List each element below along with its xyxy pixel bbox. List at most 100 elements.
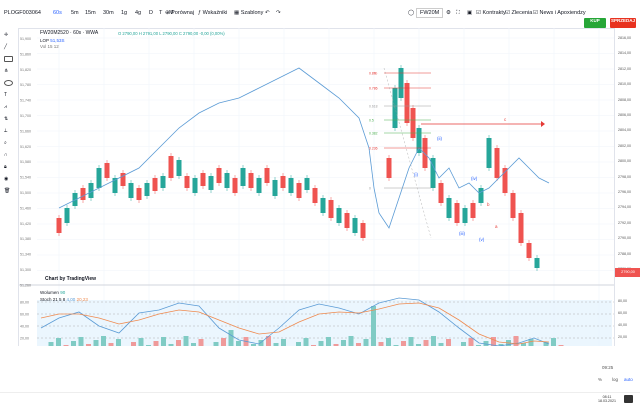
interval-60s[interactable]: 60s <box>53 10 62 16</box>
candle-body <box>494 148 500 178</box>
right-axis-label: 2798,00 <box>618 174 631 179</box>
text-icon[interactable]: T <box>4 92 8 98</box>
interval-1g[interactable]: 1g <box>121 10 128 16</box>
candles-layer <box>56 65 540 271</box>
compare-label: Porównaj <box>171 10 195 16</box>
candle-body <box>478 188 484 203</box>
compare-button[interactable]: ⊕ Porównaj <box>165 10 195 16</box>
interval-4g[interactable]: 4g <box>135 10 142 16</box>
pattern-icon[interactable]: ⩘ <box>4 104 7 110</box>
shape-icon[interactable] <box>4 80 13 86</box>
chart-title-text: FW20M2520 · 60s · WWA <box>40 30 99 36</box>
candle-body <box>304 178 310 190</box>
volume-bar <box>86 344 91 346</box>
volume-bar <box>326 337 331 346</box>
candle-body <box>518 213 524 243</box>
interval-D[interactable]: D <box>149 10 153 16</box>
elliott-wave-labels: (i) (ii) (iii) (iv) (v) a b c <box>414 117 507 242</box>
interval-T[interactable]: T <box>159 10 163 16</box>
candle-body <box>398 68 404 98</box>
volume-bar <box>48 342 54 346</box>
volume-bar <box>303 338 309 346</box>
volume-bar <box>356 343 361 346</box>
volume-bar <box>438 343 444 346</box>
templates-button[interactable]: ▦ Szablony <box>234 10 264 16</box>
volume-bar <box>108 343 114 346</box>
layout-icon[interactable]: ◯ <box>408 10 415 16</box>
candle-body <box>312 188 318 203</box>
taskbar-clock: 08:11 18.03.2021 <box>598 395 616 403</box>
volume-bar <box>101 336 106 346</box>
indicators-button[interactable]: ƒ Wskaźniki <box>198 10 228 16</box>
right-axis-label: 2790,00 <box>618 236 631 241</box>
zoom-icon[interactable]: ⌕ <box>4 140 7 146</box>
camera-icon[interactable]: ▣ <box>467 10 473 16</box>
left-axis-label: 51,700 <box>20 114 31 118</box>
candle-body <box>320 198 326 213</box>
candle-body <box>264 168 270 183</box>
lop-legend: LOP 51,53S <box>40 38 64 43</box>
undo-icon[interactable]: ↶ <box>265 10 270 16</box>
drawing-toolbar: ✛ ╱ ⋔ T ⩘ ⇅ ⟂ ⌕ ∩ 🔒︎ ◉ 🗑︎ <box>0 28 19 346</box>
candle-body <box>486 138 492 168</box>
news-label: News i Apoxiendzy <box>539 10 586 16</box>
interval-15m[interactable]: 15m <box>85 10 96 16</box>
lop-value: 51,53S <box>50 38 65 43</box>
prediction-icon[interactable]: ⇅ <box>4 116 9 122</box>
interval-M[interactable]: M <box>169 10 174 16</box>
measure-icon[interactable]: ⟂ <box>4 128 8 134</box>
sell-button[interactable]: SPRZEDAJ <box>610 18 636 28</box>
vol-legend: Vol 15 12 <box>40 44 59 49</box>
crosshair-icon[interactable]: ✛ <box>4 32 9 38</box>
lop-label: LOP <box>40 38 49 43</box>
horizontal-line-icon[interactable] <box>4 56 13 62</box>
eye-icon[interactable]: ◉ <box>4 176 9 182</box>
redo-icon[interactable]: ↷ <box>276 10 281 16</box>
volume-bar <box>281 339 286 346</box>
candle-body <box>422 138 428 168</box>
instrument-select[interactable]: FW20M <box>416 8 444 18</box>
volume-bar <box>71 341 76 346</box>
magnet-icon[interactable]: ∩ <box>4 152 8 158</box>
volume-bar <box>251 344 256 346</box>
trash-icon[interactable]: 🗑︎ <box>4 188 11 194</box>
wave-label: (iv) <box>471 176 478 181</box>
news-button[interactable]: ☑ News i Apoxiendzy <box>533 10 586 16</box>
left-axis-label: 51,380 <box>20 237 31 241</box>
fullscreen-icon[interactable]: ⛶ <box>456 10 460 16</box>
volume-bar <box>476 345 481 346</box>
stoch-d-value: 20,23 <box>76 297 88 302</box>
chart-canvas[interactable]: 51,900 51,860 51,820 51,780 51,740 51,700 51,6… <box>19 28 614 346</box>
right-axis-label: 2796,00 <box>618 190 631 194</box>
contracts-button[interactable]: ☑ Kontrakty <box>476 10 506 16</box>
settings-icon[interactable]: ⚙ <box>446 10 451 16</box>
taskbar: 08:11 18.03.2021 <box>0 392 640 406</box>
candle-body <box>240 168 246 186</box>
volume-title-value: 90 <box>60 290 66 295</box>
auto-toggle[interactable]: auto <box>624 377 633 382</box>
vol-label: Vol <box>40 44 47 49</box>
candle-body <box>526 243 532 258</box>
interval-5m[interactable]: 5m <box>71 10 79 16</box>
last-price-tag: 2790,00 <box>615 268 640 277</box>
notification-icon[interactable] <box>624 395 633 403</box>
buy-button[interactable]: KUP <box>584 18 606 28</box>
fib-level-label: 0.5 <box>369 119 374 123</box>
volume-bar <box>521 343 526 346</box>
pitchfork-icon[interactable]: ⋔ <box>4 68 9 74</box>
symbol-search[interactable]: PLOGF003064 <box>4 10 41 16</box>
oscillator-level-label: 80,00 <box>20 301 29 305</box>
interval-30m[interactable]: 30m <box>103 10 114 16</box>
right-price-axis[interactable]: 2816,00 2814,00 2812,00 2810,00 2808,00 2806,… <box>614 28 640 346</box>
lock-icon[interactable]: 🔒︎ <box>4 164 7 170</box>
volume-bar <box>161 337 166 346</box>
left-axis-label: 51,860 <box>20 52 31 56</box>
log-toggle[interactable]: log <box>612 377 619 382</box>
orders-button[interactable]: ☑ Zlecenia <box>505 10 533 16</box>
fib-level-label: 0.382 <box>369 132 378 136</box>
volume-bar <box>393 345 399 346</box>
volume-bar <box>483 341 489 346</box>
candle-body <box>200 173 206 186</box>
percent-toggle[interactable]: % <box>598 377 603 382</box>
trendline-icon[interactable]: ╱ <box>4 44 8 50</box>
